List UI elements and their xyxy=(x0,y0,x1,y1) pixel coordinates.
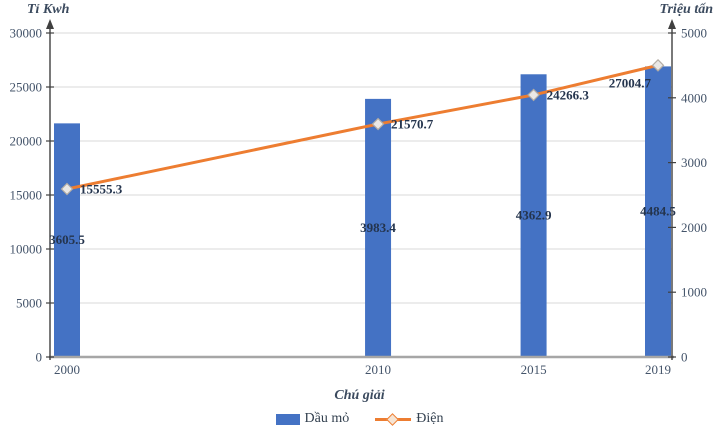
y-axis-left-arrow-icon xyxy=(46,19,54,29)
y-axis-right-arrow-icon xyxy=(668,19,676,29)
y-axis-right-tick-label: 0 xyxy=(681,350,688,365)
y-axis-right-tick-label: 2000 xyxy=(681,220,707,235)
legend-item-oil: Dầu mỏ xyxy=(275,411,350,427)
legend-items: Dầu mỏ Điện xyxy=(275,411,443,427)
bar-oil xyxy=(645,66,671,357)
line-value-label: 15555.3 xyxy=(80,182,123,197)
y-axis-left-tick-label: 20000 xyxy=(10,134,43,149)
legend-title: Chú giải xyxy=(334,388,385,403)
x-axis-tick-label: 2015 xyxy=(521,362,547,377)
line-electricity xyxy=(66,63,659,191)
y-axis-left-tick-label: 5000 xyxy=(16,296,42,311)
bar-oil xyxy=(54,123,80,357)
legend-label-electricity: Điện xyxy=(416,411,444,426)
oil-bar-swatch xyxy=(275,413,300,425)
y-axis-left-tick-label: 10000 xyxy=(10,242,43,257)
diamond-marker-icon xyxy=(386,412,400,426)
line-value-label: 24266.3 xyxy=(547,87,590,102)
y-axis-right-tick-label: 4000 xyxy=(681,90,707,105)
left-axis-title: Tỉ Kwh xyxy=(27,2,70,17)
right-axis-title: Triệu tấn xyxy=(659,2,713,17)
y-axis-right-tick-label: 3000 xyxy=(681,155,707,170)
legend-item-electricity: Điện xyxy=(375,411,443,427)
legend-label-oil: Dầu mỏ xyxy=(304,411,350,426)
y-axis-right-tick-label: 5000 xyxy=(681,26,707,41)
y-axis-left-tick-label: 25000 xyxy=(10,80,43,95)
bar-value-label: 4484.5 xyxy=(640,204,676,219)
y-axis-left-tick-label: 0 xyxy=(36,350,43,365)
x-axis-tick-label: 2010 xyxy=(365,362,391,377)
x-axis-tick-label: 2000 xyxy=(54,362,80,377)
bar-value-label: 3983.4 xyxy=(360,220,396,235)
diamond-marker-icon xyxy=(371,117,385,131)
bar-oil xyxy=(520,74,547,357)
diamond-marker-icon xyxy=(527,88,540,102)
bar-oil xyxy=(365,98,392,358)
diamond-marker-icon xyxy=(651,59,665,72)
y-axis-right-tick-label: 1000 xyxy=(681,285,707,300)
chart-plot-area: 0 5000 10000 15000 20000 25000 30000 0 1000 2000 3… xyxy=(10,19,707,377)
y-axis-left-tick-label: 30000 xyxy=(10,26,43,41)
y-axis-left-tick-label: 15000 xyxy=(10,188,43,203)
line-value-label: 27004.7 xyxy=(609,75,652,90)
electricity-line-swatch xyxy=(375,412,412,426)
bar-value-label: 3605.5 xyxy=(49,232,85,247)
diamond-marker-icon xyxy=(60,182,74,196)
bar-value-label: 4362.9 xyxy=(516,208,552,223)
x-axis-tick-label: 2019 xyxy=(645,362,671,377)
line-value-label: 21570.7 xyxy=(391,117,434,132)
legend: Chú giải Dầu mỏ Điện xyxy=(0,388,719,427)
